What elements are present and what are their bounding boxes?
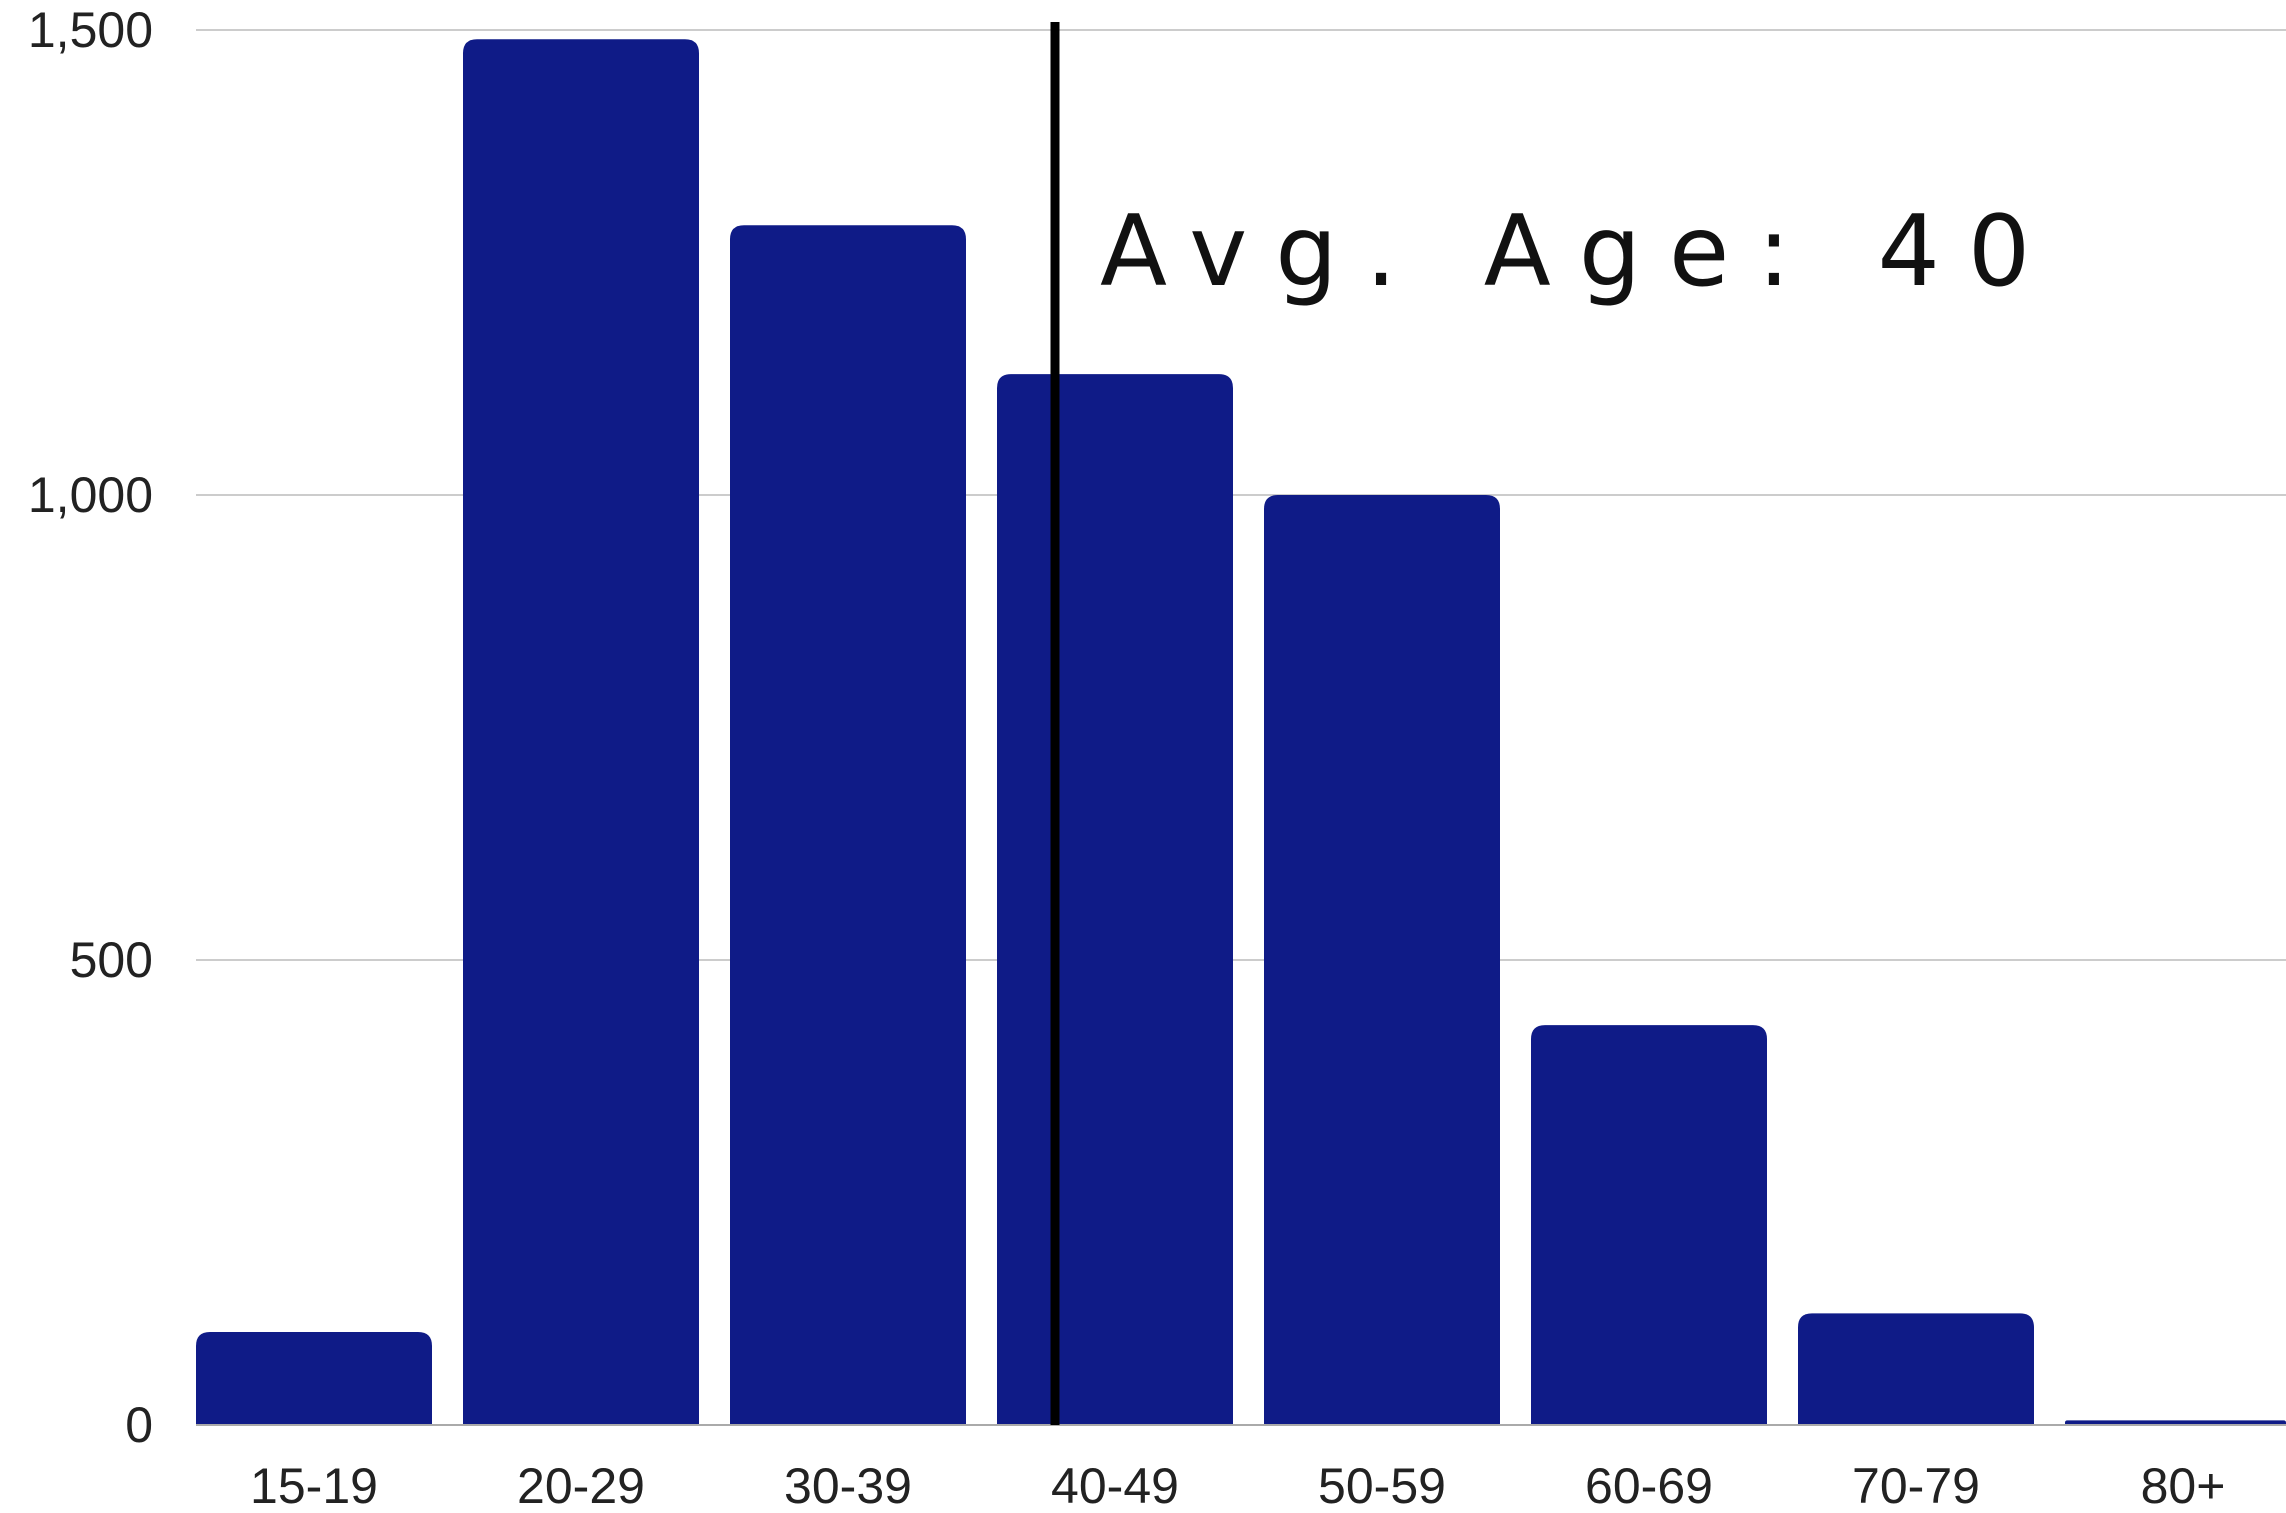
bar	[730, 225, 966, 1425]
x-category-label: 50-59	[1318, 1458, 1446, 1513]
bar	[2065, 1420, 2286, 1425]
bar	[1798, 1313, 2034, 1425]
y-tick-label: 1,500	[28, 2, 153, 58]
bar	[997, 374, 1233, 1426]
x-category-label: 30-39	[784, 1458, 912, 1513]
x-axis-category-labels: 15-19 20-29 30-39 40-49 50-59 60-69 70-79 80+	[250, 1458, 2225, 1513]
y-tick-label: 1,000	[28, 467, 153, 523]
x-category-label: 40-49	[1051, 1458, 1179, 1513]
average-age-annotation: Avg. Age: 40	[1100, 195, 2058, 309]
y-tick-label: 500	[70, 932, 153, 988]
y-axis-tick-labels: 0 500 1,000 1,500	[28, 2, 153, 1453]
bar	[196, 1332, 432, 1425]
y-tick-label: 0	[125, 1397, 153, 1453]
x-category-label: 80+	[2141, 1458, 2226, 1513]
x-category-label: 20-29	[517, 1458, 645, 1513]
x-category-label: 60-69	[1585, 1458, 1713, 1513]
bar	[1264, 495, 1500, 1425]
bar	[463, 39, 699, 1425]
x-category-label: 15-19	[250, 1458, 378, 1513]
x-category-label: 70-79	[1852, 1458, 1980, 1513]
bar	[1531, 1025, 1767, 1425]
